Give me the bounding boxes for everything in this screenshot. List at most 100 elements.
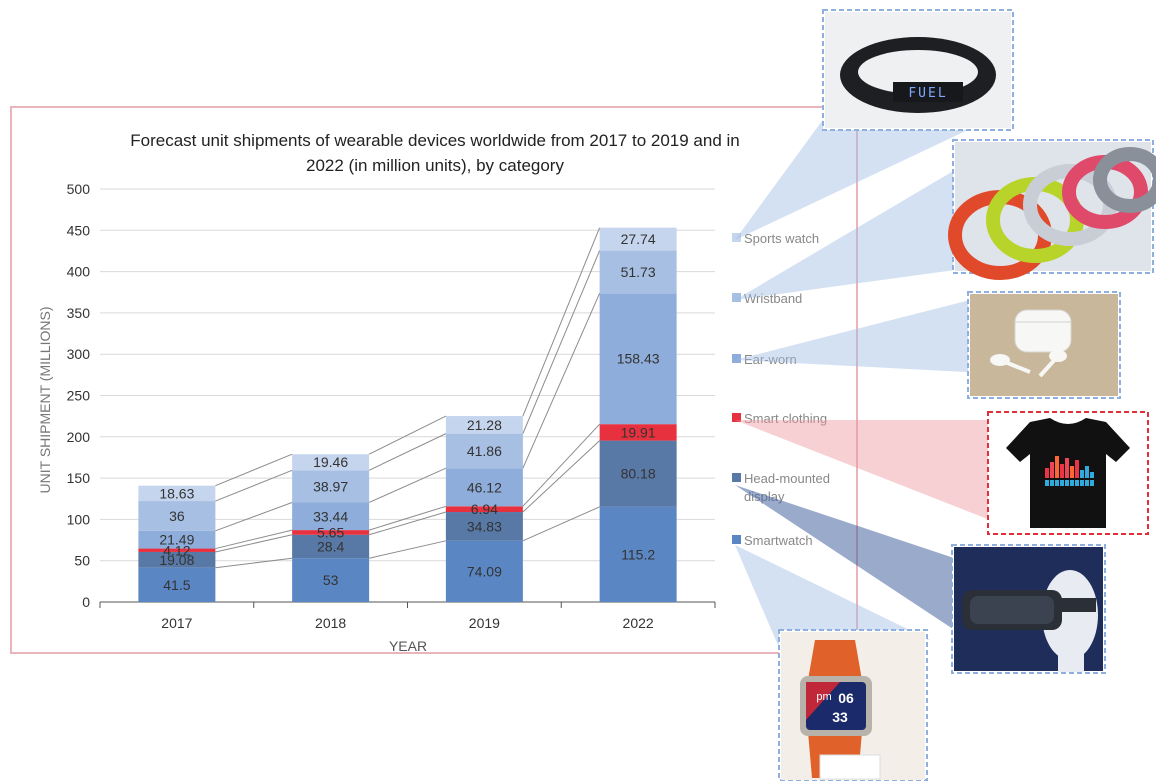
legend-label: Smartwatch — [744, 533, 813, 548]
series-connector-line — [368, 433, 447, 471]
bar-segment-smartwatch — [599, 506, 677, 602]
led-equalizer-bar — [1065, 480, 1069, 486]
bar-segment-sports-watch — [445, 416, 523, 434]
series-connector-line — [215, 502, 293, 532]
bar-segment-ear-worn — [292, 502, 370, 531]
series-connector-line — [215, 529, 293, 550]
data-label: 34.83 — [467, 518, 502, 534]
y-tick-label: 200 — [67, 429, 91, 445]
earbuds-icon — [1014, 309, 1072, 353]
y-tick-label: 150 — [67, 470, 91, 486]
watch-am-pm: pm — [816, 691, 831, 703]
data-label: 18.63 — [159, 485, 194, 501]
data-label: 4.12 — [163, 542, 190, 558]
bar-segment-smart-clothing — [445, 506, 523, 513]
callout-wedge — [735, 110, 1010, 240]
legend-label: Smart clothing — [744, 411, 827, 426]
data-label: 28.4 — [317, 538, 344, 554]
led-equalizer-bar — [1060, 480, 1064, 486]
data-label: 51.73 — [621, 264, 656, 280]
x-tick-label: 2018 — [315, 615, 346, 631]
x-axis-label: YEAR — [389, 638, 427, 654]
x-tick-label: 2019 — [469, 615, 500, 631]
watch-stand — [819, 754, 881, 780]
led-equalizer-bar — [1050, 480, 1054, 486]
vr-headset-strap — [1060, 598, 1096, 612]
bar-segment-wristband — [138, 501, 216, 531]
data-label: 19.08 — [159, 552, 194, 568]
led-equalizer-bar — [1070, 466, 1074, 478]
legend-label: Sports watch — [744, 231, 819, 246]
data-label: 158.43 — [617, 351, 660, 367]
bar-segment-ear-worn — [138, 530, 216, 549]
data-label: 21.28 — [467, 417, 502, 433]
callout-wedge — [735, 170, 955, 300]
data-label: 80.18 — [621, 466, 656, 482]
y-tick-label: 0 — [82, 594, 90, 610]
led-equalizer-bar — [1050, 462, 1054, 478]
sports-watch-photo — [822, 9, 1014, 131]
legend-label: Head-mounted — [744, 471, 830, 486]
series-connector-line — [215, 469, 293, 502]
series-connector-line — [522, 506, 600, 542]
series-connector-line — [522, 227, 601, 417]
y-tick-label: 400 — [67, 264, 91, 280]
data-label: 19.91 — [621, 424, 656, 440]
callout-wedge — [735, 420, 990, 520]
bar-segment-sports-watch — [138, 485, 216, 502]
bar-segment-smartwatch — [445, 540, 523, 602]
led-equalizer-bar — [1085, 466, 1089, 478]
watch-minute: 33 — [832, 709, 848, 725]
y-tick-label: 250 — [67, 388, 91, 404]
series-connector-line — [215, 534, 293, 553]
series-connector-line — [368, 511, 447, 536]
led-equalizer-bar — [1090, 472, 1094, 478]
data-label: 41.86 — [467, 443, 502, 459]
series-connector-line — [522, 293, 601, 469]
series-connector-line — [368, 467, 447, 503]
bar-segment-ear-worn — [445, 468, 523, 507]
bar-segment-smart-clothing — [599, 424, 677, 441]
bar-segment-sports-watch — [599, 227, 677, 251]
led-equalizer-bar — [1070, 480, 1074, 486]
bar-segment-wristband — [599, 250, 677, 294]
data-label: 46.12 — [467, 479, 502, 495]
wristband-photo — [948, 139, 1156, 280]
y-tick-label: 50 — [74, 553, 90, 569]
y-tick-label: 100 — [67, 511, 91, 527]
data-label: 21.49 — [159, 532, 194, 548]
series-connector-line — [368, 415, 447, 455]
bar-segment-ear-worn — [599, 293, 677, 425]
data-label: 38.97 — [313, 478, 348, 494]
led-equalizer-bar — [1080, 480, 1084, 486]
data-label: 53 — [323, 572, 339, 588]
data-label: 74.09 — [467, 563, 502, 579]
led-equalizer-bar — [1065, 458, 1069, 478]
data-label: 33.44 — [313, 508, 348, 524]
callout-wedge — [735, 485, 1000, 660]
bar-segment-wristband — [292, 470, 370, 503]
bar-segment-head-mounted-display — [138, 551, 216, 568]
legend-swatch — [732, 535, 741, 544]
led-equalizer-bar — [1060, 464, 1064, 478]
x-tick-label: 2022 — [623, 615, 654, 631]
band-display — [893, 82, 963, 102]
bar-segment-smart-clothing — [292, 530, 370, 535]
legend-swatch — [732, 354, 741, 363]
led-equalizer-bar — [1055, 456, 1059, 478]
led-equalizer-bar — [1045, 480, 1049, 486]
vr-headset-front — [970, 596, 1054, 624]
led-equalizer-bar — [1090, 480, 1094, 486]
legend-label: Wristband — [744, 291, 802, 306]
earbud-left-stem — [999, 358, 1031, 374]
smart-clothing-photo — [987, 411, 1149, 535]
watch-hour: 06 — [838, 690, 854, 706]
series-connector-line — [215, 453, 293, 487]
led-equalizer-bar — [1055, 480, 1059, 486]
legend-swatch — [732, 413, 741, 422]
watch-screen-pattern — [806, 682, 840, 720]
y-tick-label: 300 — [67, 346, 91, 362]
chart-title-line-2: 2022 (in million units), by category — [306, 156, 564, 175]
led-equalizer-bar — [1075, 480, 1079, 486]
watch-strap-top — [808, 640, 862, 680]
